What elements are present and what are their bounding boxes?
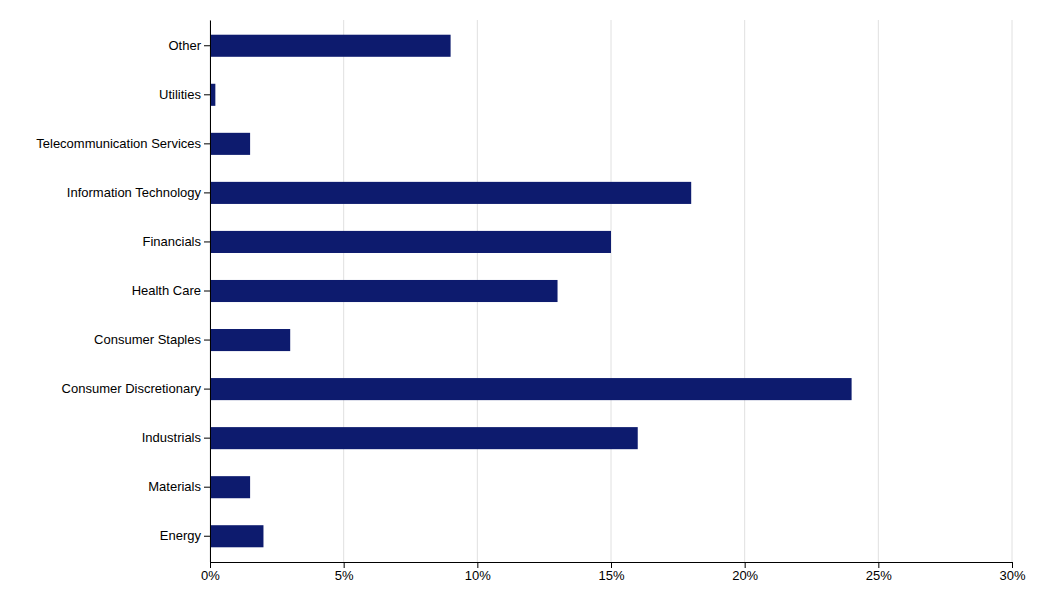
x-tick-label: 25% xyxy=(866,568,892,583)
x-tick: 10% xyxy=(465,562,491,583)
x-axis: 0% 5% 10% 15% 20% 25% 30% xyxy=(201,562,1026,583)
y-tick: Utilities xyxy=(159,87,210,102)
y-tick-mark xyxy=(204,143,210,144)
y-tick-mark xyxy=(204,340,210,341)
y-tick-label: Information Technology xyxy=(67,185,202,200)
x-tick-label: 10% xyxy=(465,568,491,583)
y-tick-label: Other xyxy=(168,38,201,53)
grid xyxy=(210,20,1012,562)
grid-line xyxy=(744,20,745,562)
x-tick: 25% xyxy=(866,562,892,583)
y-tick: Information Technology xyxy=(67,185,210,200)
y-tick-mark xyxy=(204,291,210,292)
grid-line xyxy=(1012,20,1013,562)
y-tick: Financials xyxy=(142,234,210,249)
y-tick-label: Industrials xyxy=(142,430,202,445)
y-tick-mark xyxy=(204,438,210,439)
y-tick-label: Financials xyxy=(142,234,201,249)
y-axis: Other Utilities Telecommunication Services… xyxy=(36,21,210,563)
bar xyxy=(210,133,250,155)
x-tick-mark xyxy=(210,562,211,568)
plot: 0% 5% 10% 15% 20% 25% 30% Other Utilities Telecom… xyxy=(36,20,1026,583)
bar xyxy=(210,182,691,204)
x-tick-label: 0% xyxy=(201,568,220,583)
y-tick: Consumer Discretionary xyxy=(62,381,210,396)
bar xyxy=(210,280,558,302)
grid-line xyxy=(611,20,612,562)
y-tick-mark xyxy=(204,192,210,193)
y-tick-mark xyxy=(204,45,210,46)
y-tick-mark xyxy=(204,536,210,537)
x-tick-mark xyxy=(611,562,612,568)
x-tick: 0% xyxy=(201,562,220,583)
x-tick-mark xyxy=(477,562,478,568)
bar xyxy=(210,35,451,57)
x-tick-label: 20% xyxy=(732,568,758,583)
y-tick-mark xyxy=(204,487,210,488)
y-tick-label: Utilities xyxy=(159,87,201,102)
x-tick-label: 5% xyxy=(335,568,354,583)
y-axis-line xyxy=(210,21,211,563)
y-tick-label: Health Care xyxy=(132,283,201,298)
y-tick-mark xyxy=(204,94,210,95)
y-tick-label: Telecommunication Services xyxy=(36,136,201,151)
bar xyxy=(210,525,263,547)
bar xyxy=(210,476,250,498)
x-axis-line xyxy=(211,563,1013,569)
y-tick: Energy xyxy=(160,528,210,543)
x-tick: 30% xyxy=(999,562,1025,583)
y-tick-label: Consumer Staples xyxy=(94,332,201,347)
x-tick-mark xyxy=(344,562,345,568)
bar xyxy=(210,329,290,351)
y-tick-label: Consumer Discretionary xyxy=(62,381,202,396)
x-tick-mark xyxy=(745,562,746,568)
x-tick-label: 30% xyxy=(999,568,1025,583)
chart: 0% 5% 10% 15% 20% 25% 30% Other Utilities Telecom… xyxy=(0,0,1052,602)
y-tick: Materials xyxy=(148,479,210,494)
x-tick-mark xyxy=(878,562,879,568)
x-tick-label: 15% xyxy=(598,568,624,583)
x-tick: 15% xyxy=(598,562,624,583)
bars xyxy=(210,35,852,548)
y-tick-mark xyxy=(204,389,210,390)
y-tick-label: Energy xyxy=(160,528,202,543)
bar xyxy=(210,231,611,253)
y-tick-mark xyxy=(204,241,210,242)
y-tick: Industrials xyxy=(142,430,210,445)
y-tick: Other xyxy=(168,38,210,53)
x-tick: 5% xyxy=(335,562,354,583)
bar xyxy=(210,378,852,400)
bar xyxy=(210,427,638,449)
grid-line xyxy=(878,20,879,562)
x-tick-mark xyxy=(1012,562,1013,568)
y-tick: Health Care xyxy=(132,283,210,298)
x-tick: 20% xyxy=(732,562,758,583)
y-tick: Consumer Staples xyxy=(94,332,210,347)
y-tick: Telecommunication Services xyxy=(36,136,210,151)
y-tick-label: Materials xyxy=(148,479,201,494)
